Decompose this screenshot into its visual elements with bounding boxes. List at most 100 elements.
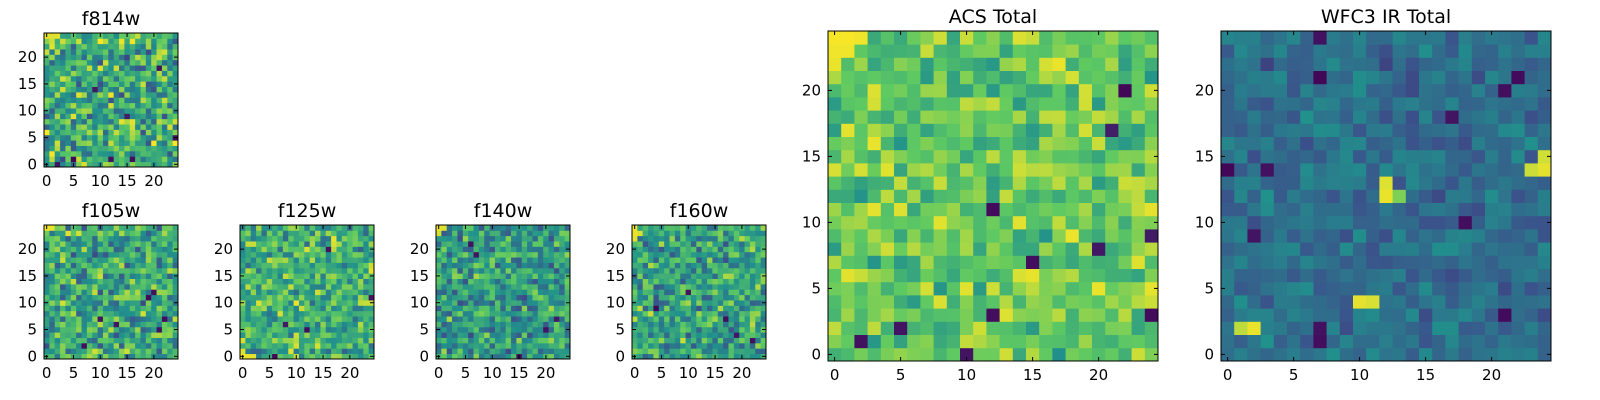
heatmap-cell xyxy=(462,294,469,301)
heatmap-cell xyxy=(113,294,120,301)
heatmap-cell xyxy=(161,230,168,237)
heatmap-cell xyxy=(867,347,882,362)
heatmap-cell xyxy=(113,86,120,93)
heatmap-cell xyxy=(933,44,948,58)
heatmap-cell xyxy=(1485,149,1499,164)
heatmap-cell xyxy=(172,91,179,98)
heatmap-cell xyxy=(712,342,719,349)
heatmap-cell xyxy=(167,75,174,82)
heatmap-cell xyxy=(441,251,448,258)
heatmap-cell xyxy=(240,337,246,344)
heatmap-cell xyxy=(1221,334,1235,349)
heatmap-cell xyxy=(124,140,131,146)
heatmap-cell xyxy=(282,342,289,349)
heatmap-cell xyxy=(347,305,353,312)
heatmap-cell xyxy=(548,310,555,317)
heatmap-cell xyxy=(494,316,501,322)
heatmap-cell xyxy=(135,145,141,152)
heatmap-cell xyxy=(140,257,147,263)
heatmap-cell xyxy=(532,310,539,317)
heatmap-cell xyxy=(1300,31,1314,45)
heatmap-cell xyxy=(500,294,507,301)
heatmap-cell xyxy=(1144,334,1159,349)
heatmap-cell xyxy=(1273,281,1288,296)
heatmap-cell xyxy=(86,348,93,355)
y-tick-label: 15 xyxy=(214,267,233,285)
heatmap-cell xyxy=(256,251,262,258)
heatmap-cell xyxy=(532,273,539,279)
heatmap-cell xyxy=(1313,255,1327,269)
heatmap-cell xyxy=(49,230,56,237)
heatmap-cell xyxy=(946,149,961,164)
heatmap-cell xyxy=(1458,321,1473,335)
y-tick-label: 0 xyxy=(615,347,625,365)
heatmap-cell xyxy=(564,283,571,290)
heatmap-cell xyxy=(1392,70,1407,85)
heatmap-cell xyxy=(828,123,842,137)
heatmap-cell xyxy=(653,300,660,306)
heatmap-cell xyxy=(1234,295,1248,309)
heatmap-cell xyxy=(97,140,104,146)
heatmap-cell xyxy=(653,353,660,360)
heatmap-cell xyxy=(462,300,469,306)
heatmap-cell xyxy=(250,342,257,349)
heatmap-cell xyxy=(1471,268,1486,283)
heatmap-cell xyxy=(44,145,50,152)
heatmap-cell xyxy=(156,241,163,247)
heatmap-cell xyxy=(712,321,719,328)
heatmap-cell xyxy=(1419,44,1433,58)
heatmap-cell xyxy=(140,65,147,71)
heatmap-cell xyxy=(331,326,337,333)
heatmap-cell xyxy=(1432,110,1446,124)
heatmap-cell xyxy=(102,342,109,349)
heatmap-cell xyxy=(76,81,82,87)
heatmap-cell xyxy=(755,278,762,285)
heatmap-cell xyxy=(637,316,644,322)
heatmap-cell xyxy=(1221,83,1235,98)
heatmap-cell xyxy=(637,294,644,301)
heatmap-cell xyxy=(256,283,262,290)
heatmap-cell xyxy=(1092,136,1106,151)
heatmap-cell xyxy=(478,353,485,360)
heatmap-cell xyxy=(1498,136,1512,151)
heatmap-cell xyxy=(1524,242,1539,256)
heatmap-cell xyxy=(894,321,908,335)
heatmap-cell xyxy=(446,278,453,285)
heatmap-cell xyxy=(1012,189,1027,203)
heatmap-cell xyxy=(92,113,98,120)
heatmap-cell xyxy=(352,230,359,237)
heatmap-cell xyxy=(368,342,375,349)
heatmap-cell xyxy=(341,267,348,274)
heatmap-cell xyxy=(1471,83,1486,98)
heatmap-cell xyxy=(446,342,453,349)
heatmap-cell xyxy=(140,129,147,136)
heatmap-cell xyxy=(1234,136,1248,151)
heatmap-cell xyxy=(658,289,665,296)
heatmap-cell xyxy=(282,273,289,279)
heatmap-cell xyxy=(1524,149,1539,164)
heatmap-cell xyxy=(462,310,469,317)
heatmap-cell xyxy=(97,278,104,285)
heatmap-cell xyxy=(920,149,934,164)
heatmap-cell xyxy=(548,289,555,296)
heatmap-cell xyxy=(1065,31,1080,45)
heatmap-cell xyxy=(867,44,882,58)
heatmap-cell xyxy=(664,316,670,322)
heatmap-cell xyxy=(113,332,120,338)
heatmap-cell xyxy=(245,348,252,355)
heatmap-cell xyxy=(436,278,442,285)
heatmap-cell xyxy=(266,300,273,306)
heatmap-cell xyxy=(1234,321,1248,335)
heatmap-cell xyxy=(1339,123,1354,137)
heatmap-cell xyxy=(760,241,767,247)
heatmap-cell xyxy=(124,257,131,263)
heatmap-cell xyxy=(1339,31,1354,45)
heatmap-cell xyxy=(473,326,480,333)
heatmap-cell xyxy=(658,241,665,247)
heatmap-cell xyxy=(1392,202,1407,217)
heatmap-cell xyxy=(457,257,464,263)
heatmap-cell xyxy=(161,156,168,163)
heatmap-cell xyxy=(690,321,697,328)
heatmap-cell xyxy=(436,310,442,317)
heatmap-cell xyxy=(564,251,571,258)
